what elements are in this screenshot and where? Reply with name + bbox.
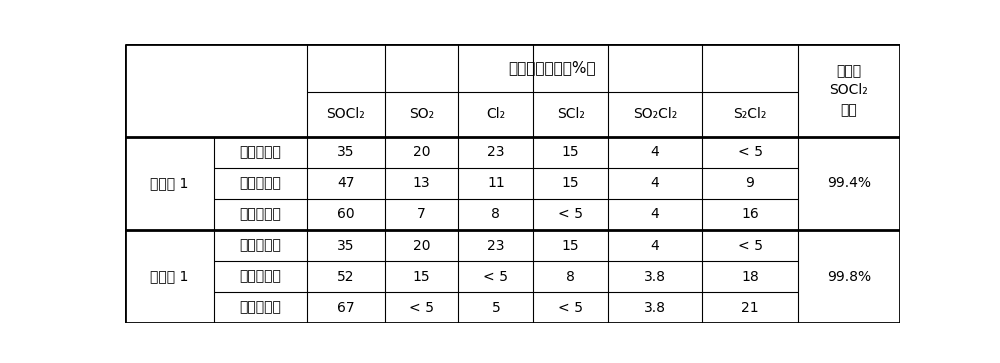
Text: 4: 4 [651,176,659,191]
Text: SO₂: SO₂ [409,107,434,121]
Text: 粗品合成釜: 粗品合成釜 [240,238,282,253]
Text: 各组分（单位：%）: 各组分（单位：%） [509,60,596,75]
Text: Cl₂: Cl₂ [486,107,505,121]
Text: < 5: < 5 [558,208,583,221]
Text: 5: 5 [491,301,500,315]
Text: 4: 4 [651,208,659,221]
Text: SOCl₂: SOCl₂ [326,107,365,121]
Text: 47: 47 [337,176,355,191]
Text: 9: 9 [746,176,754,191]
Text: < 5: < 5 [738,238,763,253]
Text: 实施例 1: 实施例 1 [150,270,189,284]
Text: < 5: < 5 [483,270,508,284]
Text: 23: 23 [487,238,505,253]
Text: 23: 23 [487,146,505,159]
Text: 16: 16 [741,208,759,221]
Text: 18: 18 [741,270,759,284]
Text: 7: 7 [417,208,426,221]
Text: 第一配硫釜: 第一配硫釜 [240,270,282,284]
Text: S₂Cl₂: S₂Cl₂ [733,107,767,121]
Text: 15: 15 [562,238,579,253]
Text: 15: 15 [413,270,430,284]
Text: 8: 8 [566,270,575,284]
Text: < 5: < 5 [409,301,434,315]
Text: 52: 52 [337,270,355,284]
Text: 35: 35 [337,238,355,253]
Text: SO₂Cl₂: SO₂Cl₂ [633,107,677,121]
Text: 比较例 1: 比较例 1 [150,176,189,191]
Text: 60: 60 [337,208,355,221]
Text: 4: 4 [651,146,659,159]
Text: 粗品合成釜: 粗品合成釜 [240,146,282,159]
Text: SCl₂: SCl₂ [557,107,585,121]
Text: 11: 11 [487,176,505,191]
Text: 3.8: 3.8 [644,270,666,284]
Text: 67: 67 [337,301,355,315]
Text: 20: 20 [413,238,430,253]
Text: 3.8: 3.8 [644,301,666,315]
Text: 99.8%: 99.8% [827,270,871,284]
Text: 15: 15 [562,146,579,159]
Text: 粗品接收槽: 粗品接收槽 [240,301,282,315]
Text: 8: 8 [491,208,500,221]
Text: 99.4%: 99.4% [827,176,871,191]
Text: 粗品接收槽: 粗品接收槽 [240,176,282,191]
Text: 4: 4 [651,238,659,253]
Text: 20: 20 [413,146,430,159]
Text: < 5: < 5 [558,301,583,315]
Text: < 5: < 5 [738,146,763,159]
Text: 第一配硫釜: 第一配硫釜 [240,208,282,221]
Text: 15: 15 [562,176,579,191]
Text: 21: 21 [741,301,759,315]
Text: 13: 13 [413,176,430,191]
Text: 精馏后
SOCl₂
纯度: 精馏后 SOCl₂ 纯度 [829,64,868,117]
Text: 35: 35 [337,146,355,159]
